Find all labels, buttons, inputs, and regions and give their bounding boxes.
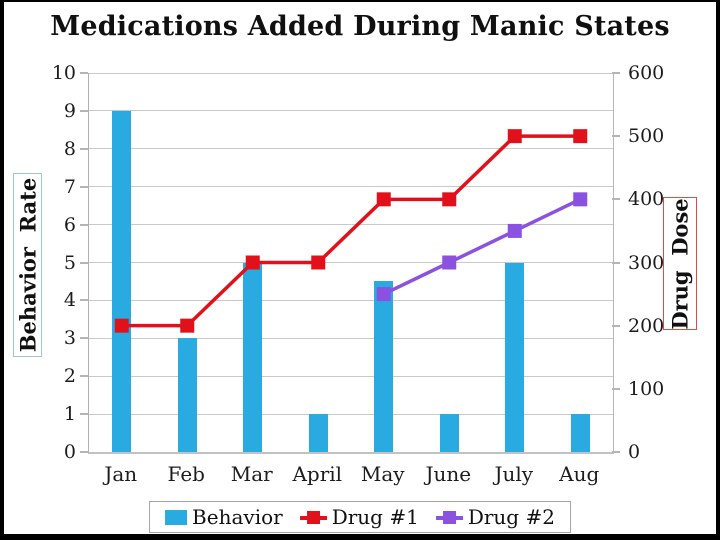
legend-swatch-drug-2 [435, 510, 463, 525]
left-tick-label: 2 [63, 365, 76, 388]
behavior-bar [112, 110, 132, 452]
left-tick-label: 8 [63, 137, 76, 160]
right-axis-label: Drug Dose [667, 197, 693, 330]
right-tick-label: 600 [628, 62, 665, 84]
gridline [89, 110, 613, 112]
gridline [89, 72, 613, 74]
drug-1-line [121, 134, 581, 328]
drug-2-marker [507, 223, 522, 238]
left-tick-mark [80, 109, 88, 112]
legend-item-drug-2: Drug #2 [435, 505, 555, 529]
left-tick-label: 3 [63, 327, 76, 350]
gridline [89, 224, 613, 226]
left-tick-mark [80, 299, 88, 302]
left-tick-label: 7 [63, 175, 76, 198]
right-tick-mark [612, 72, 620, 74]
behavior-bar [308, 414, 328, 452]
x-axis-label-jan: Jan [104, 462, 138, 486]
legend-swatch-behavior [165, 509, 188, 525]
left-tick-label: 6 [63, 213, 76, 236]
legend-item-drug-1: Drug #1 [299, 505, 419, 529]
legend-label-drug-2: Drug #2 [467, 505, 555, 529]
legend: Behavior Drug #1 Drug #2 [149, 501, 571, 533]
right-tick-label: 300 [628, 251, 665, 274]
drug-1-marker [311, 255, 326, 270]
drug-1-marker [573, 129, 588, 144]
left-tick-mark [80, 337, 88, 340]
right-tick-label: 200 [628, 314, 665, 337]
left-tick-label: 0 [63, 441, 76, 463]
left-tick-mark [80, 147, 88, 150]
gridline [89, 337, 613, 339]
gridline [89, 262, 613, 263]
drug-1-marker [114, 318, 129, 333]
left-axis-label: Behavior Rate [15, 177, 40, 353]
left-tick-label: 9 [63, 99, 76, 122]
left-tick-mark [80, 261, 88, 264]
left-tick-mark [80, 185, 88, 188]
drug-1-marker [376, 192, 391, 207]
gridline [89, 186, 613, 188]
x-axis-label-july: July [494, 462, 534, 486]
left-tick-mark [80, 375, 88, 378]
plot-area [88, 72, 614, 454]
right-tick-mark [612, 198, 620, 201]
drug-1-marker [180, 318, 195, 333]
behavior-bar [505, 262, 525, 452]
behavior-bar [243, 262, 263, 452]
left-tick-mark [80, 72, 88, 74]
right-tick-mark [612, 324, 620, 327]
gridline [89, 375, 613, 377]
x-axis-label-may: May [360, 462, 405, 486]
right-axis-label-box: Drug Dose [663, 197, 697, 330]
x-axis-label-april: April [292, 462, 343, 486]
legend-swatch-drug-1 [299, 510, 327, 525]
right-tick-label: 100 [628, 377, 665, 400]
drug-2-marker [376, 287, 391, 302]
right-tick-label: 500 [628, 125, 665, 148]
drug-1-marker [245, 255, 260, 270]
gridline [89, 413, 613, 415]
right-tick-mark [612, 451, 620, 453]
line-series-layer [114, 129, 588, 333]
drug-2-line [382, 197, 582, 296]
left-tick-label: 5 [63, 251, 76, 274]
right-tick-label: 400 [628, 188, 665, 211]
drug-2-marker [442, 255, 457, 270]
behavior-bar [439, 414, 459, 452]
legend-marker-glyph [306, 510, 320, 524]
gridline [89, 148, 613, 150]
legend-label-behavior: Behavior [192, 505, 283, 529]
left-tick-mark [80, 451, 88, 453]
gridline [89, 299, 613, 301]
chart-title: Medications Added During Manic States [50, 11, 670, 42]
x-axis-label-mar: Mar [230, 462, 273, 486]
legend-marker-glyph [442, 510, 456, 524]
left-axis-label-box: Behavior Rate [13, 173, 42, 357]
behavior-bar [374, 281, 394, 452]
right-tick-label: 0 [628, 441, 641, 463]
behavior-bar [177, 338, 197, 452]
right-tick-mark [612, 135, 620, 138]
left-tick-label: 10 [51, 62, 76, 84]
left-tick-label: 4 [63, 289, 76, 312]
drug-1-marker [442, 192, 457, 207]
legend-item-behavior: Behavior [165, 505, 283, 529]
legend-label-drug-1: Drug #1 [331, 505, 419, 529]
left-tick-label: 1 [63, 403, 76, 426]
drug-2-marker [573, 192, 588, 207]
left-tick-mark [80, 413, 88, 416]
x-axis-label-june: June [425, 462, 472, 486]
x-axis-label-feb: Feb [167, 462, 205, 486]
behavior-bar [570, 414, 590, 452]
right-tick-mark [612, 261, 620, 264]
right-tick-mark [612, 387, 620, 390]
drug-1-marker [507, 129, 522, 144]
x-axis-label-aug: Aug [559, 462, 600, 486]
left-tick-mark [80, 223, 88, 226]
